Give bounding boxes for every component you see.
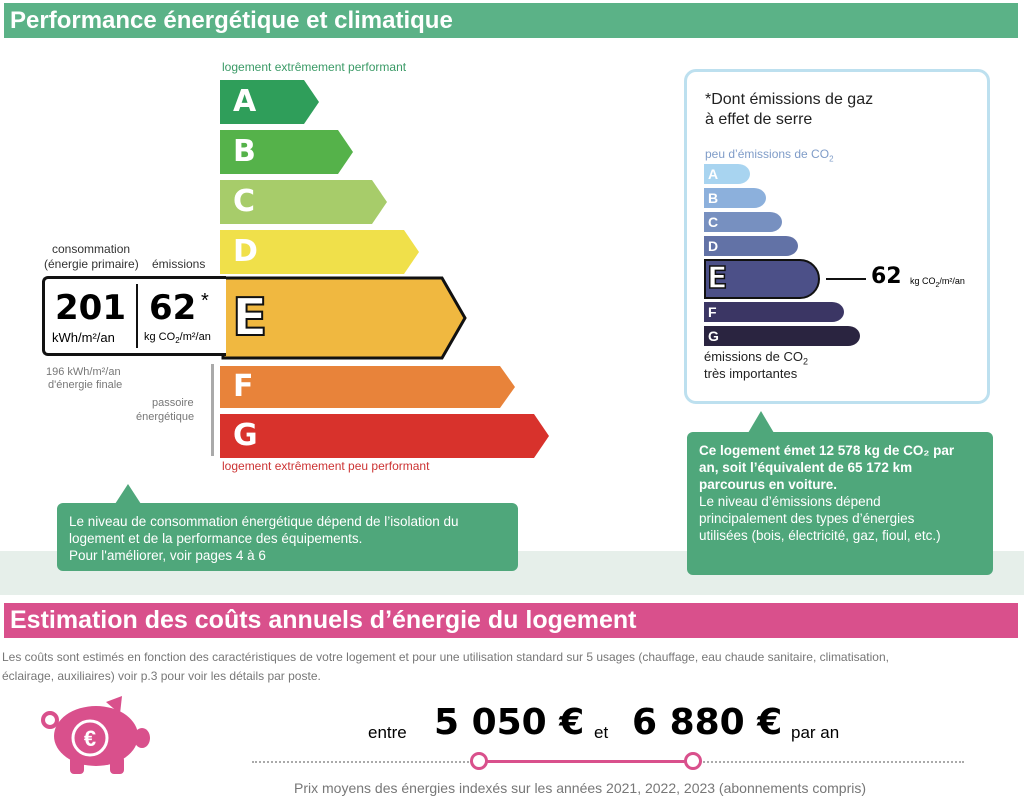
emissions-value: 62: [149, 288, 197, 328]
class-d-bar: [220, 230, 419, 274]
word-between: entre: [368, 723, 407, 742]
ges-g-letter: G: [708, 328, 719, 344]
consumption-sublabel: (énergie primaire): [44, 257, 139, 271]
class-a-letter: A: [233, 84, 257, 119]
passoire-bracket: [211, 364, 214, 456]
cost-low-value: 5 050 €: [434, 702, 585, 743]
ges-info-line-4: Le niveau d’émissions dépend: [699, 494, 881, 509]
class-g-bar: [220, 414, 549, 458]
ges-title-2: à effet de serre: [705, 111, 813, 128]
class-c-letter: C: [233, 184, 256, 219]
value-divider: [136, 284, 138, 348]
ges-a-bar: [704, 164, 750, 184]
ges-info-bold-1: Ce logement émet 12 578 kg de CO₂ par: [699, 443, 955, 458]
ges-bottom-label-2: très importantes: [704, 366, 798, 381]
class-e-letter: E: [231, 287, 269, 349]
ges-info-bold-3: parcourus en voiture.: [699, 477, 838, 492]
class-b-bar: [220, 130, 353, 174]
costs-description-2: éclairage, auxiliaires) voir p.3 pour vo…: [2, 669, 321, 683]
class-f-bar: [220, 366, 515, 408]
passoire-label-2: énergétique: [136, 411, 195, 423]
ges-c-bar: [704, 212, 782, 232]
ges-d-bar: [704, 236, 798, 256]
ges-title-1: *Dont émissions de gaz: [705, 91, 874, 108]
class-d-letter: D: [233, 234, 258, 269]
consumption-unit: kWh/m²/an: [52, 330, 115, 345]
ges-g-bar: [704, 326, 860, 346]
class-c-bar: [220, 180, 387, 224]
piggy-bank-icon: €: [41, 696, 150, 774]
svg-text:€: €: [84, 726, 96, 751]
emissions-label: émissions: [152, 257, 206, 271]
emissions-star: *: [201, 290, 209, 312]
ges-f-letter: F: [708, 304, 717, 320]
bottom-label: logement extrêmement peu performant: [222, 459, 430, 473]
cost-high-value: 6 880 €: [632, 702, 783, 743]
consumption-info-box: Le niveau de consommation énergétique dé…: [57, 503, 518, 571]
ges-e-bar: [704, 259, 820, 299]
ges-d-letter: D: [708, 238, 719, 254]
ges-pointer-line: [826, 278, 866, 280]
class-b-letter: B: [233, 134, 256, 169]
consumption-label: consommation: [52, 242, 131, 256]
range-bar: [481, 760, 693, 763]
class-f-letter: F: [233, 369, 254, 404]
info-line-1: Le niveau de consommation énergétique dé…: [69, 514, 459, 529]
ges-info-pointer: [748, 411, 774, 433]
final-energy-value: 196 kWh/m²/an: [46, 366, 121, 378]
class-a-bar: [220, 80, 319, 124]
range-high-marker: [684, 752, 702, 770]
ges-a-letter: A: [708, 166, 719, 182]
ges-unit: kg CO2/m²/an: [910, 276, 965, 289]
ges-value: 62: [871, 264, 902, 289]
ges-b-bar: [704, 188, 766, 208]
ges-e-letter: E: [706, 260, 728, 297]
ges-top-label: peu d’émissions de CO2: [705, 147, 834, 164]
ges-info-box: Ce logement émet 12 578 kg de CO₂ par an…: [687, 432, 993, 575]
info-box-pointer: [115, 484, 141, 504]
consumption-value: 201: [55, 288, 126, 328]
value-box: [42, 276, 226, 356]
ges-bottom-label-1: émissions de CO2: [704, 349, 808, 367]
ges-info-line-6: utilisées (bois, électricité, gaz, fioul…: [699, 528, 941, 543]
ges-b-letter: B: [708, 190, 719, 206]
range-low-marker: [470, 752, 488, 770]
ges-scale: [704, 164, 860, 346]
ges-c-letter: C: [708, 214, 719, 230]
per-year: par an: [791, 723, 840, 742]
section-title-costs: Estimation des coûts annuels d’énergie d…: [4, 603, 1018, 638]
info-line-2: logement et de la performance des équipe…: [69, 531, 363, 546]
top-label: logement extrêmement performant: [222, 60, 407, 74]
info-line-3: Pour l'améliorer, voir pages 4 à 6: [69, 548, 266, 563]
passoire-label-1: passoire: [152, 397, 194, 409]
dpe-scale: [220, 80, 549, 458]
costs-description-1: Les coûts sont estimés en fonction des c…: [2, 650, 889, 664]
ges-f-bar: [704, 302, 844, 322]
ges-info-line-5: principalement des types d’énergies: [699, 511, 915, 526]
prices-note: Prix moyens des énergies indexés sur les…: [294, 780, 866, 796]
ges-info-bold-2: an, soit l’équivalent de 65 172 km: [699, 460, 913, 475]
section-title-performance: Performance énergétique et climatique: [4, 3, 1018, 38]
class-g-letter: G: [233, 418, 258, 453]
word-and: et: [594, 723, 609, 742]
emissions-unit: kg CO2/m²/an: [144, 331, 211, 346]
final-energy-label: d'énergie finale: [48, 379, 123, 391]
